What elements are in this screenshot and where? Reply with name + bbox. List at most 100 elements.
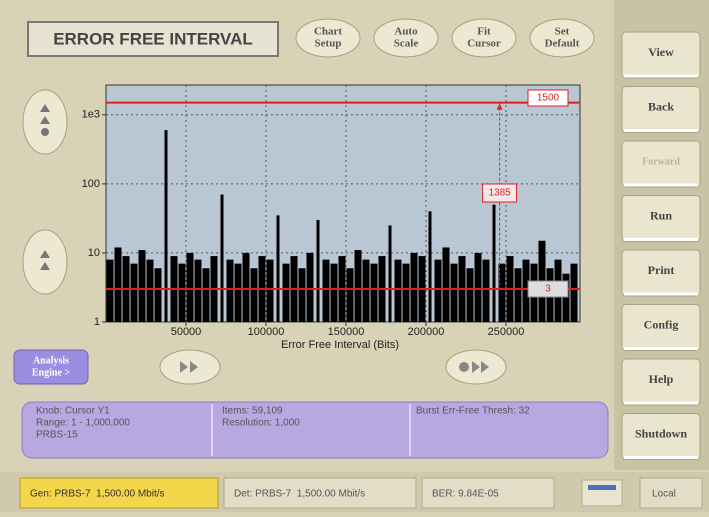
ber-status: [421, 477, 555, 509]
icon: [180, 361, 198, 373]
y-tick-label: 100: [82, 178, 100, 190]
side-button-label: View: [648, 45, 674, 59]
bar: [402, 263, 410, 322]
status-text: Local: [652, 489, 676, 500]
bar: [114, 247, 122, 322]
status-text: Gen: PRBS-7 1,500.00 Mbit/s: [30, 489, 165, 500]
bar: [492, 204, 496, 322]
info-text: Resolution: 1,000: [222, 418, 300, 429]
bar: [394, 259, 402, 322]
bar: [482, 259, 490, 322]
bar: [186, 252, 194, 322]
bar: [316, 219, 320, 322]
bar: [242, 252, 250, 322]
bar: [298, 268, 306, 322]
bar: [194, 259, 202, 322]
side-button[interactable]: [621, 86, 701, 133]
button-label: Setup: [315, 38, 342, 50]
x-tick-label: 100000: [248, 326, 285, 338]
info-text: Burst Err-Free Thresh: 32: [416, 406, 530, 417]
bar: [346, 268, 354, 322]
side-button: [621, 140, 701, 188]
side-button[interactable]: [621, 358, 701, 406]
gen-status: [19, 477, 219, 509]
side-button-label: Run: [650, 208, 672, 222]
button-label: Chart: [314, 26, 342, 38]
side-button-label: Help: [649, 372, 674, 386]
info-text: Items: 59,109: [222, 406, 283, 417]
bar: [146, 259, 154, 322]
title: ERROR FREE INTERVAL: [53, 29, 253, 48]
top-button[interactable]: [295, 18, 361, 58]
bar: [570, 263, 578, 322]
cursor-arrow: [496, 103, 503, 110]
button-label: Scale: [394, 38, 419, 50]
bar: [370, 263, 378, 322]
bar: [428, 211, 432, 322]
bar: [106, 259, 114, 322]
bar: [522, 259, 530, 322]
cursor-label: 3: [545, 284, 551, 295]
cursor-label: 1500: [537, 93, 560, 104]
info-text: Knob: Cursor Y1: [36, 406, 110, 417]
button-label: Auto: [394, 26, 418, 38]
y-tick-label: 1e3: [82, 109, 100, 121]
bar: [234, 263, 242, 322]
bar: [442, 247, 450, 322]
side-button[interactable]: [621, 195, 701, 242]
bar: [514, 268, 522, 322]
button-label: Analysis: [33, 355, 69, 366]
side-button-label: Config: [644, 317, 679, 331]
bar: [154, 268, 162, 322]
top-button[interactable]: [529, 18, 595, 58]
bar: [450, 263, 458, 322]
side-button-label: Print: [648, 263, 675, 277]
button-label: Engine >: [32, 367, 71, 378]
local-status: [639, 477, 703, 509]
x-tick-label: 200000: [408, 326, 445, 338]
y-tick-label: 1: [94, 316, 100, 328]
side-button[interactable]: [621, 413, 701, 460]
cursor-label-box: [527, 280, 569, 298]
status-text: BER: 9.84E-05: [432, 489, 499, 500]
side-button-label: Back: [648, 99, 674, 113]
bar: [410, 252, 418, 322]
side-button[interactable]: [621, 249, 701, 297]
bar: [138, 250, 146, 322]
bar: [164, 130, 168, 322]
bar: [178, 263, 186, 322]
icon: [40, 104, 50, 124]
bar: [306, 252, 314, 322]
top-button[interactable]: [373, 18, 439, 58]
bar: [266, 259, 274, 322]
calendar-icon[interactable]: [581, 479, 623, 507]
bar: [330, 263, 338, 322]
side-button[interactable]: [621, 304, 701, 351]
top-button[interactable]: [451, 18, 517, 58]
bar: [276, 215, 280, 322]
bar: [434, 259, 442, 322]
button-label: Default: [545, 38, 580, 50]
bar: [466, 268, 474, 322]
plot: 1500 3 1385: [106, 85, 580, 323]
bar: [226, 259, 234, 322]
bar: [220, 194, 224, 322]
icon: [459, 362, 469, 372]
bar: [362, 259, 370, 322]
status-text: Det: PRBS-7 1,500.00 Mbit/s: [234, 489, 365, 500]
bar: [562, 273, 570, 322]
title-box: [27, 21, 279, 57]
x-axis-label: Error Free Interval (Bits): [281, 339, 399, 351]
x-tick-label: 150000: [328, 326, 365, 338]
button-label: Set: [555, 26, 570, 38]
bar: [474, 252, 482, 322]
analysis-engine-button[interactable]: [13, 349, 89, 385]
button-label: Fit: [477, 26, 491, 38]
icon: [41, 128, 49, 136]
bar: [202, 268, 210, 322]
side-button[interactable]: [621, 31, 701, 79]
readout-box: [482, 183, 518, 203]
info-panel: [21, 401, 609, 459]
